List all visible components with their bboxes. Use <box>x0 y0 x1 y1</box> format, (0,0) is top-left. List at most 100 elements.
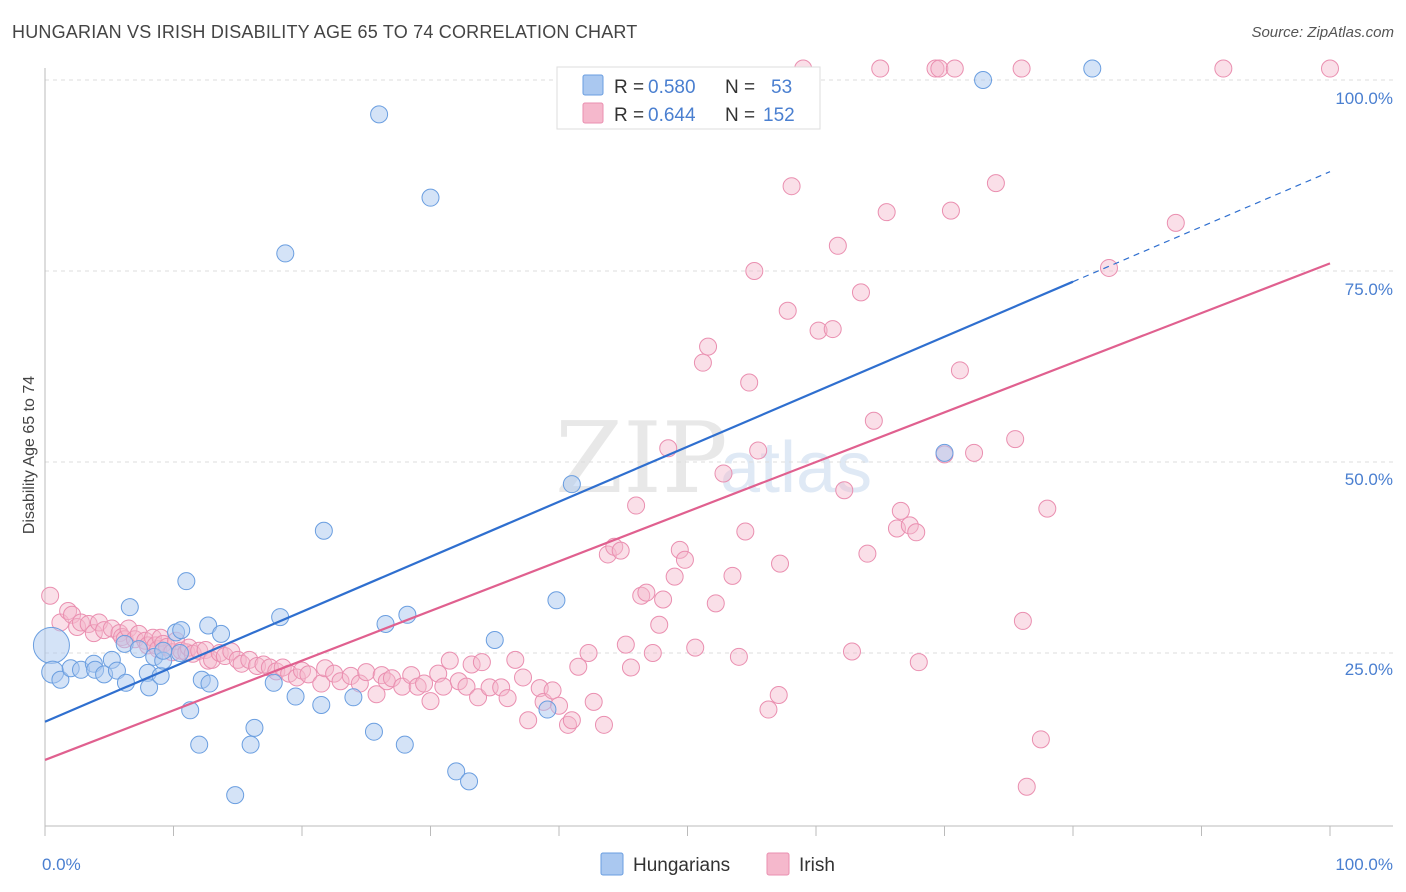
hungarian-point <box>107 661 126 680</box>
irish-point <box>771 554 790 573</box>
irish-point <box>965 443 984 462</box>
hungarian-point <box>286 687 305 706</box>
irish-point <box>1099 258 1118 277</box>
irish-point <box>1013 611 1032 630</box>
irish-point <box>84 624 103 643</box>
irish-point <box>543 681 562 700</box>
irish-point <box>828 236 847 255</box>
irish-point <box>357 663 376 682</box>
irish-point <box>729 647 748 666</box>
irish-point <box>472 653 491 672</box>
hungarians-trend-extension <box>1072 171 1331 283</box>
irish-point <box>909 653 928 672</box>
hungarian-point <box>200 674 219 693</box>
y-tick-label-50: 50.0% <box>1345 470 1393 489</box>
irish-point <box>891 501 910 520</box>
hungarian-point <box>172 621 191 640</box>
hungarian-point <box>154 641 173 660</box>
irish-point <box>621 658 640 677</box>
irish-point <box>492 678 511 697</box>
irish-point <box>1012 59 1031 78</box>
bottom-legend-irish-swatch <box>766 852 790 876</box>
irish-point <box>778 301 797 320</box>
irish-point <box>851 283 870 302</box>
legend-hungarians-r-value: 0.580 <box>648 77 696 98</box>
irish-point <box>858 544 877 563</box>
irish-point <box>1166 213 1185 232</box>
irish-point <box>950 361 969 380</box>
irish-point <box>643 644 662 662</box>
irish-point <box>907 523 926 542</box>
hungarian-point <box>312 695 331 714</box>
irish-point <box>675 550 694 569</box>
hungarian-point <box>212 624 231 643</box>
legend-irish-r-value: 0.644 <box>648 105 696 126</box>
legend-hungarians-n-label: N = <box>725 77 755 98</box>
irish-point <box>782 177 801 196</box>
hungarian-point <box>170 644 189 662</box>
irish-point <box>665 567 684 586</box>
irish-point <box>312 674 331 693</box>
irish-point <box>421 692 440 711</box>
hungarian-point <box>120 598 139 617</box>
legend-irish-n-label: N = <box>725 105 755 126</box>
irish-point <box>440 651 459 670</box>
irish-point <box>569 657 588 676</box>
hungarian-point <box>177 572 196 591</box>
irish-point <box>769 686 788 705</box>
irish-point <box>367 685 386 704</box>
irish-point <box>654 590 673 609</box>
hungarian-point <box>226 786 245 805</box>
irish-point <box>71 613 90 632</box>
y-tick-label-75: 75.0% <box>1345 280 1393 299</box>
bottom-legend-hungarians-label: Hungarians <box>633 855 730 876</box>
irish-point <box>248 656 267 675</box>
irish-point <box>740 373 759 392</box>
chart-title: HUNGARIAN VS IRISH DISABILITY AGE 65 TO … <box>12 22 638 42</box>
hungarian-point <box>245 718 264 737</box>
irish-point <box>41 586 60 605</box>
irish-point <box>402 666 421 685</box>
irish-point <box>457 677 476 696</box>
irish-point <box>1038 499 1057 518</box>
irish-point <box>930 59 949 78</box>
irish-point <box>372 666 391 685</box>
irish-point <box>871 59 890 78</box>
irish-point <box>514 668 533 687</box>
hungarian-point <box>129 640 148 659</box>
irish-point <box>749 441 768 460</box>
irish-point <box>693 353 712 372</box>
legend-hungarians-n-value: 53 <box>771 77 792 98</box>
legend-hungarians-r-label: R = <box>614 77 644 98</box>
irish-point <box>331 672 350 691</box>
irish-point <box>706 594 725 613</box>
irish-point <box>1321 59 1339 78</box>
bottom-legend-hungarians-swatch <box>600 852 624 876</box>
hungarian-point <box>460 772 479 791</box>
irish-point <box>723 566 742 585</box>
irish-point <box>926 59 945 78</box>
hungarian-point <box>364 722 383 741</box>
hungarian-point <box>538 700 557 719</box>
hungarian-point <box>395 735 414 754</box>
hungarian-point <box>241 735 260 754</box>
hungarian-point <box>447 762 466 781</box>
grid-lines <box>45 79 1393 654</box>
irish-point <box>864 411 883 430</box>
irish-trend-line <box>44 262 1331 761</box>
hungarian-point <box>485 631 504 650</box>
irish-point <box>736 522 755 541</box>
irish-point <box>519 711 538 730</box>
irish-point <box>670 540 689 559</box>
irish-point <box>877 203 896 222</box>
y-tick-label-100: 100.0% <box>1335 89 1393 108</box>
hungarian-point <box>370 105 389 124</box>
irish-point <box>594 715 613 734</box>
hungarian-point <box>1083 59 1102 78</box>
irish-point <box>627 496 646 515</box>
irish-point <box>699 337 718 356</box>
irish-point <box>299 665 318 684</box>
bottom-legend-irish-label: Irish <box>799 855 835 876</box>
irish-point <box>341 666 360 685</box>
